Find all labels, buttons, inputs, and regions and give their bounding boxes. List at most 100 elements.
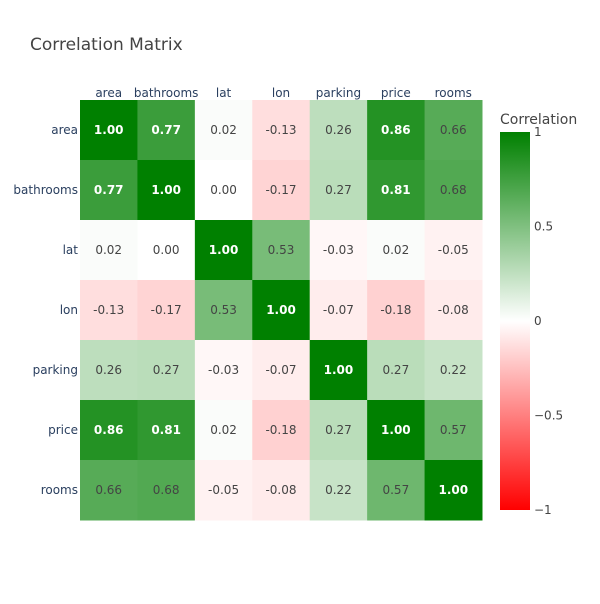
heatmap-cell-label-bathrooms-parking: 0.27 xyxy=(325,183,352,197)
heatmap-cell-label-parking-rooms: 0.22 xyxy=(440,363,467,377)
chart-title: Correlation Matrix xyxy=(30,35,183,55)
heatmap-cell-rooms-area xyxy=(80,460,138,521)
heatmap-cell-label-bathrooms-lon: -0.17 xyxy=(265,183,296,197)
x-tick-label-rooms: rooms xyxy=(435,86,472,100)
colorbar-ticks: 1 0.5 0 −0.5 −1 xyxy=(534,125,563,517)
y-tick-label-parking: parking xyxy=(33,363,78,377)
heatmap-cell-label-parking-price: 0.27 xyxy=(382,363,409,377)
heatmap-cell-label-parking-lon: -0.07 xyxy=(265,363,296,377)
heatmap-cell-area-price xyxy=(367,100,426,161)
x-tick-label-parking: parking xyxy=(316,86,361,100)
heatmap-cell-label-bathrooms-bathrooms: 1.00 xyxy=(151,183,181,197)
heatmap-cell-parking-bathrooms xyxy=(137,340,196,401)
colorbar-tick-label: −1 xyxy=(534,503,552,517)
heatmap-cell-label-parking-lat: -0.03 xyxy=(208,363,239,377)
heatmap-cell-label-bathrooms-area: 0.77 xyxy=(94,183,124,197)
heatmap-cell-label-lon-area: -0.13 xyxy=(93,303,124,317)
heatmap-cell-label-lat-price: 0.02 xyxy=(382,243,409,257)
colorbar-tick-label: 0.5 xyxy=(534,220,553,234)
heatmap-cell-label-rooms-area: 0.66 xyxy=(95,483,122,497)
heatmap-cell-label-price-parking: 0.27 xyxy=(325,423,352,437)
heatmap-cell-label-area-rooms: 0.66 xyxy=(440,123,467,137)
y-tick-label-rooms: rooms xyxy=(41,483,78,497)
heatmap-cell-area-bathrooms xyxy=(137,100,196,161)
x-tick-label-lat: lat xyxy=(216,86,232,100)
colorbar-tick-label: −0.5 xyxy=(534,409,563,423)
heatmap-cell-rooms-price xyxy=(367,460,426,521)
heatmap-cell-area-lon xyxy=(252,100,311,161)
heatmap-cell-parking-lat xyxy=(194,340,253,401)
heatmap-cell-label-rooms-lon: -0.08 xyxy=(265,483,296,497)
heatmap-cell-label-lon-rooms: -0.08 xyxy=(438,303,469,317)
heatmap-cell-lat-lat xyxy=(194,220,253,281)
colorbar-tick-label: 1 xyxy=(534,125,542,139)
y-tick-label-area: area xyxy=(51,123,78,137)
heatmap-cell-label-lat-lon: 0.53 xyxy=(268,243,295,257)
heatmap-cell-area-area xyxy=(80,100,138,161)
heatmap-cell-bathrooms-bathrooms xyxy=(137,160,196,221)
heatmap-cell-rooms-lon xyxy=(252,460,311,521)
heatmap-cell-label-rooms-rooms: 1.00 xyxy=(438,483,468,497)
heatmap-cell-label-rooms-price: 0.57 xyxy=(382,483,409,497)
x-axis-labels: area bathrooms lat lon parking price rooms xyxy=(95,86,472,100)
heatmap-cell-lat-parking xyxy=(309,220,368,281)
heatmap-cell-price-area xyxy=(80,400,138,461)
heatmap-cell-label-area-lon: -0.13 xyxy=(265,123,296,137)
heatmap-cell-label-lon-bathrooms: -0.17 xyxy=(151,303,182,317)
heatmap-cell-parking-parking xyxy=(309,340,368,401)
heatmap-cell-label-lat-bathrooms: 0.00 xyxy=(153,243,180,257)
heatmap-cell-label-rooms-bathrooms: 0.68 xyxy=(153,483,180,497)
heatmap-cell-price-price xyxy=(367,400,426,461)
heatmap-cell-label-bathrooms-price: 0.81 xyxy=(381,183,411,197)
heatmap-cell-label-parking-bathrooms: 0.27 xyxy=(153,363,180,377)
heatmap-cell-bathrooms-area xyxy=(80,160,138,221)
heatmap-cell-label-rooms-lat: -0.05 xyxy=(208,483,239,497)
heatmap-cell-rooms-rooms xyxy=(424,460,483,521)
x-tick-label-price: price xyxy=(381,86,411,100)
heatmap-cell-bathrooms-price xyxy=(367,160,426,221)
heatmap-cell-lon-price xyxy=(367,280,426,341)
heatmap-cell-label-lon-lon: 1.00 xyxy=(266,303,296,317)
heatmap-cell-label-bathrooms-rooms: 0.68 xyxy=(440,183,467,197)
heatmap-cell-lat-bathrooms xyxy=(137,220,196,281)
heatmap-cell-price-parking xyxy=(309,400,368,461)
heatmap-cell-price-lon xyxy=(252,400,311,461)
heatmap-cell-bathrooms-parking xyxy=(309,160,368,221)
heatmap-cell-price-bathrooms xyxy=(137,400,196,461)
heatmap-cell-label-bathrooms-lat: 0.00 xyxy=(210,183,237,197)
colorbar-tick-label: 0 xyxy=(534,314,542,328)
heatmap-cell-parking-lon xyxy=(252,340,311,401)
heatmap-cells: 1.00 0.77 0.02 -0.13 0.26 0.86 0.66 0.77 1.00 0.0… xyxy=(80,100,483,521)
heatmap-cell-parking-area xyxy=(80,340,138,401)
heatmap-cell-label-lat-lat: 1.00 xyxy=(209,243,239,257)
heatmap-cell-label-area-lat: 0.02 xyxy=(210,123,237,137)
heatmap-cell-lat-price xyxy=(367,220,426,281)
colorbar-gradient-bar xyxy=(500,132,530,510)
heatmap-cell-label-lat-rooms: -0.05 xyxy=(438,243,469,257)
heatmap-cell-label-parking-area: 0.26 xyxy=(95,363,122,377)
heatmap-cell-label-area-bathrooms: 0.77 xyxy=(151,123,181,137)
heatmap-cell-parking-rooms xyxy=(424,340,483,401)
heatmap-cell-area-lat xyxy=(194,100,253,161)
heatmap-cell-label-lon-parking: -0.07 xyxy=(323,303,354,317)
heatmap-cell-lon-lon xyxy=(252,280,311,341)
heatmap-cell-label-lon-lat: 0.53 xyxy=(210,303,237,317)
heatmap-cell-label-price-rooms: 0.57 xyxy=(440,423,467,437)
heatmap-cell-rooms-parking xyxy=(309,460,368,521)
heatmap-cell-bathrooms-rooms xyxy=(424,160,483,221)
y-tick-label-bathrooms: bathrooms xyxy=(13,183,78,197)
heatmap-cell-label-parking-parking: 1.00 xyxy=(324,363,354,377)
heatmap-cell-rooms-bathrooms xyxy=(137,460,196,521)
heatmap-cell-label-area-parking: 0.26 xyxy=(325,123,352,137)
heatmap-cell-lat-lon xyxy=(252,220,311,281)
heatmap-cell-label-lon-price: -0.18 xyxy=(380,303,411,317)
x-tick-label-lon: lon xyxy=(272,86,290,100)
heatmap-cell-label-area-area: 1.00 xyxy=(94,123,124,137)
heatmap-cell-label-price-price: 1.00 xyxy=(381,423,411,437)
x-tick-label-bathrooms: bathrooms xyxy=(134,86,199,100)
heatmap-cell-lon-bathrooms xyxy=(137,280,196,341)
heatmap-cell-parking-price xyxy=(367,340,426,401)
heatmap-cell-lon-rooms xyxy=(424,280,483,341)
